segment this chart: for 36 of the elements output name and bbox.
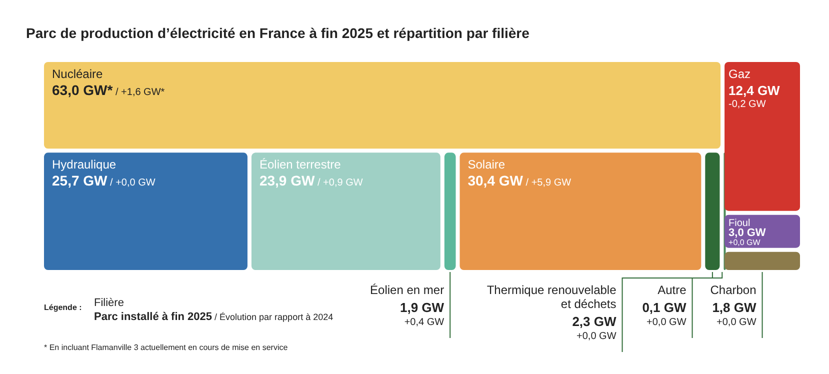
- data-label: 23,9 GW: [259, 172, 316, 189]
- text: Légende :: [44, 303, 82, 312]
- category-label: Éolien terrestre: [259, 158, 342, 172]
- category-label: Nucléaire: [52, 67, 104, 81]
- category-label: Hydraulique: [52, 158, 116, 172]
- text: / +1,6 GW*: [112, 87, 165, 98]
- text: +0,0 GW: [646, 317, 687, 328]
- category-label: Fioul: [728, 218, 750, 229]
- text: +0,0 GW: [576, 331, 617, 342]
- category-label: Éolien en mer: [370, 283, 444, 297]
- data-label: 30,4 GW: [468, 172, 524, 189]
- category-label: Autre: [658, 283, 687, 297]
- data-label: 25,7 GW: [52, 172, 108, 189]
- data-label: 3,0 GW: [728, 226, 766, 239]
- data-label: 1,9 GW: [400, 300, 445, 315]
- text: / +0,0 GW: [107, 178, 156, 189]
- category-label: Charbon: [710, 283, 756, 297]
- text: +0,0 GW: [728, 238, 761, 247]
- text: -0,2 GW: [728, 99, 766, 110]
- category-label: Gaz: [728, 67, 751, 81]
- text: Parc de production d’électricité en France à fin 2025 et répartition par filière: [26, 25, 530, 41]
- text: / +5,9 GW: [523, 178, 572, 189]
- text: Filière: [94, 297, 124, 309]
- data-label: 2,3 GW: [572, 314, 617, 329]
- data-label: 1,8 GW: [712, 300, 757, 315]
- text: +0,4 GW: [404, 317, 445, 328]
- text: Parc installé à fin 2025: [94, 311, 212, 323]
- text: / +0,9 GW: [314, 178, 364, 189]
- data-label: 12,4 GW: [728, 83, 781, 98]
- text: / Évolution par rapport à 2024: [212, 312, 334, 322]
- data-label: 63,0 GW*: [52, 82, 114, 98]
- text: +0,0 GW: [716, 317, 757, 328]
- data-label: 0,1 GW: [642, 300, 687, 315]
- category-label: Solaire: [468, 158, 506, 172]
- text: * En incluant Flamanville 3 actuellement en cours de mise en service: [44, 343, 288, 352]
- category-label: Thermique renouvelable et déchets: [486, 283, 617, 311]
